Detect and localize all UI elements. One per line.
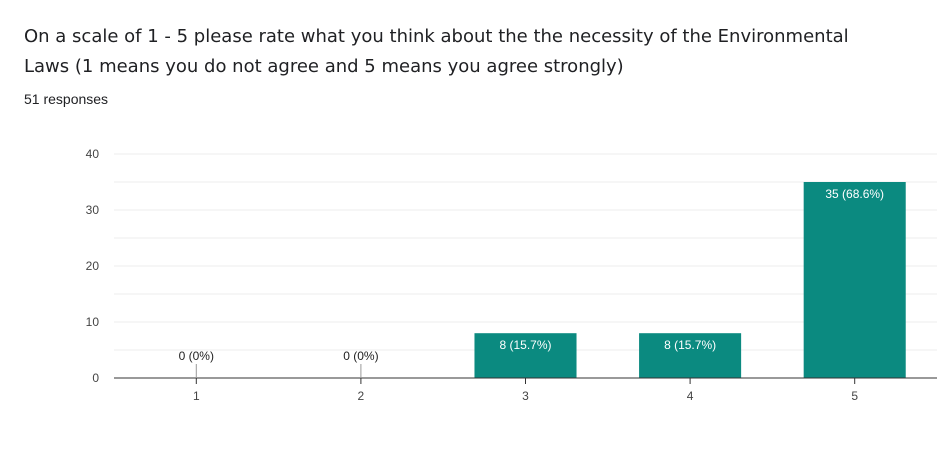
bar-5 <box>803 182 906 378</box>
data-label: 35 (68.6%) <box>825 187 884 201</box>
x-tick-label: 5 <box>851 389 858 403</box>
y-tick-label: 40 <box>86 147 100 161</box>
data-label: 0 (0%) <box>179 349 214 363</box>
x-tick-label: 2 <box>358 389 365 403</box>
data-labels: 0 (0%) 0 (0%) 8 (15.7%) 8 (15.7%) 35 (68.6%) <box>179 187 884 378</box>
y-tick-label: 10 <box>86 315 100 329</box>
x-tick-label: 1 <box>193 389 200 403</box>
y-axis-ticks: 0 10 20 30 40 <box>86 147 100 385</box>
x-tick-label: 4 <box>687 389 694 403</box>
bar-4 <box>639 333 742 378</box>
x-axis-ticks: 1 2 3 4 5 <box>193 378 858 403</box>
y-tick-label: 0 <box>92 371 99 385</box>
data-label: 8 (15.7%) <box>499 338 551 352</box>
bars <box>145 182 906 379</box>
y-tick-label: 20 <box>86 259 100 273</box>
data-label: 0 (0%) <box>343 349 378 363</box>
x-tick-label: 3 <box>522 389 529 403</box>
question-title: On a scale of 1 - 5 please rate what you… <box>24 26 849 77</box>
data-label: 8 (15.7%) <box>664 338 716 352</box>
response-count: 51 responses <box>24 91 109 107</box>
bar-3 <box>474 333 577 378</box>
y-tick-label: 30 <box>86 203 100 217</box>
